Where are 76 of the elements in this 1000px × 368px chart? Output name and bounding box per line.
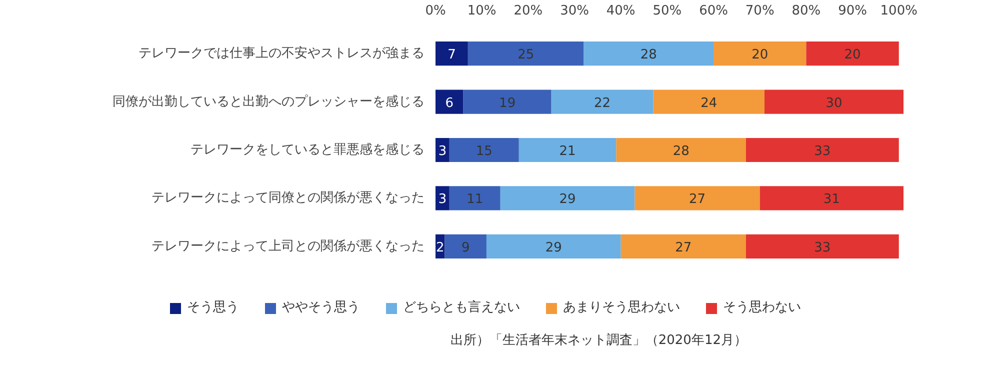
legend-label: ややそう思う (282, 299, 360, 317)
legend-item: ややそう思う (265, 299, 360, 318)
data-label: 21 (559, 144, 576, 159)
bar (764, 90, 904, 114)
bar (518, 138, 616, 162)
data-label: 20 (844, 48, 861, 63)
x-tick-label: 20% (514, 4, 543, 18)
data-label: 30 (826, 96, 842, 111)
x-tick-label: 90% (838, 4, 867, 18)
x-tick-label: 70% (745, 4, 774, 18)
y-tick-label: テレワークをしていると罪悪感を感じる (190, 142, 424, 158)
legend-label: そう思う (187, 299, 239, 317)
legend-item: そう思わない (706, 299, 801, 318)
data-label: 29 (545, 240, 562, 256)
x-tick-label: 60% (699, 4, 728, 18)
bar (584, 42, 714, 66)
bar (653, 90, 764, 114)
data-label: 19 (499, 96, 516, 111)
data-label: 28 (640, 48, 657, 63)
bar (444, 234, 486, 258)
bar (760, 186, 904, 210)
y-tick-label: 同僚が出勤していると出勤へのプレッシャーを感じる (112, 94, 424, 110)
bar (436, 42, 468, 66)
bar (436, 186, 450, 210)
legend-item: どちらとも言えない (386, 299, 520, 318)
data-label: 2 (436, 240, 444, 256)
text: 出所）「生活者年末ネット調査」（2020年12月） (449, 332, 748, 350)
data-label: 3 (438, 144, 447, 159)
legend-label: そう思わない (723, 299, 801, 317)
data-label: 25 (518, 48, 534, 63)
data-label: 29 (559, 192, 576, 208)
data-label: 22 (594, 96, 611, 111)
data-label: 3 (438, 192, 447, 208)
data-label: 24 (700, 96, 718, 111)
bar (436, 138, 450, 162)
data-label: 27 (689, 192, 706, 208)
bar (620, 234, 746, 258)
data-label: 27 (675, 240, 692, 256)
bar (500, 186, 635, 210)
x-tick-label: 10% (467, 4, 496, 18)
bar (616, 138, 746, 162)
y-tick-label: テレワークによって同僚との関係が悪くなった (152, 190, 424, 206)
x-tick-label: 0% (425, 4, 446, 18)
y-tick-label: テレワークによって上司との関係が悪くなった (152, 238, 424, 254)
bar (634, 186, 760, 210)
y-tick-label: テレワークでは仕事上の不安やストレスが強まる (138, 45, 424, 62)
x-tick-label: 30% (560, 4, 589, 18)
data-label: 20 (752, 48, 768, 63)
data-label: 15 (476, 144, 492, 159)
bar (449, 186, 500, 210)
data-label: 33 (814, 240, 831, 256)
legend-label: どちらとも言えない (403, 299, 520, 317)
x-tick-label: 40% (606, 4, 636, 18)
data-label: 11 (466, 192, 484, 208)
data-label: 9 (461, 240, 470, 256)
bar (714, 42, 806, 66)
legend-label: あまりそう思わない (563, 299, 680, 317)
bar (436, 90, 464, 114)
data-label: 31 (823, 192, 840, 208)
bar (449, 138, 519, 162)
bar (746, 138, 899, 162)
bar (551, 90, 654, 114)
legend-item: そう思う (170, 299, 239, 318)
data-label: 7 (448, 48, 456, 63)
x-tick-label: 50% (652, 4, 682, 18)
data-label: 6 (445, 96, 454, 111)
bar (468, 42, 584, 66)
bar (463, 90, 552, 114)
bar (486, 234, 621, 258)
data-label: 33 (814, 144, 831, 159)
bar (806, 42, 899, 66)
x-tick-label: 100% (880, 4, 918, 18)
x-tick-label: 80% (792, 4, 821, 18)
bar (746, 234, 899, 258)
legend-item: あまりそう思わない (546, 299, 680, 318)
data-label: 28 (672, 144, 690, 159)
